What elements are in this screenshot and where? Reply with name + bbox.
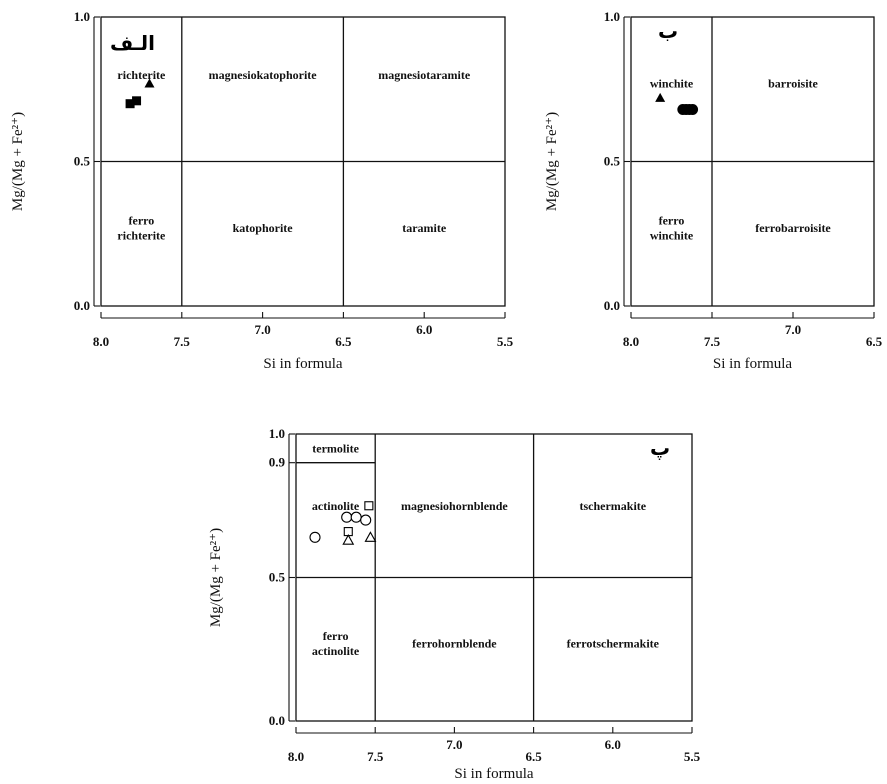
field-label-taramite: taramite xyxy=(402,221,447,235)
field-label-magnesiotaramite: magnesiotaramite xyxy=(378,68,471,82)
x-tick-label: 7.5 xyxy=(367,749,384,764)
x-tick-label: 6.5 xyxy=(335,334,352,349)
field-label-magnesiokatophorite: magnesiokatophorite xyxy=(209,68,318,82)
x-tick-label: 7.0 xyxy=(785,322,801,337)
x-axis-title: Si in formula xyxy=(454,766,534,782)
field-label-richterite: richterite xyxy=(117,68,166,82)
y-axis-title: Mg/(Mg + Fe²⁺) xyxy=(544,112,560,211)
field-label-termolite: termolite xyxy=(312,441,359,455)
data-point-open-circle xyxy=(309,531,321,543)
x-axis-title: Si in formula xyxy=(263,356,343,372)
y-axis-title: Mg/(Mg + Fe²⁺) xyxy=(10,112,26,211)
x-tick-label: 7.5 xyxy=(704,334,721,349)
data-point-filled-square xyxy=(125,99,135,109)
field-label-ferro-winchite: ferro xyxy=(659,213,685,227)
x-tick-label: 6.0 xyxy=(416,322,432,337)
data-point-filled-square xyxy=(132,96,142,106)
x-tick-label: 7.0 xyxy=(254,322,270,337)
data-point-open-circle xyxy=(350,511,362,523)
field-label-ferro-actinolite: actinolite xyxy=(312,644,360,658)
data-point-filled-triangle xyxy=(144,78,155,88)
panel-tag: الـف xyxy=(110,31,155,55)
y-axis-title: Mg/(Mg + Fe²⁺) xyxy=(208,528,224,627)
x-tick-label: 8.0 xyxy=(288,749,304,764)
chart-panel-pe: 0.0 0.5 0.9 1.0 8.0 7.5 7.0 6.5 6.0 5.5 Si in form… xyxy=(208,426,701,782)
chart-panel-be: 0.0 0.5 1.0 8.0 7.5 7.0 6.5 Si in formula Mg/(Mg… xyxy=(544,9,883,372)
x-tick-label: 7.5 xyxy=(174,334,191,349)
field-label-katophorite: katophorite xyxy=(233,221,294,235)
field-label-tschermakite: tschermakite xyxy=(579,499,646,513)
y-tick-label: 0.0 xyxy=(74,298,90,313)
data-point-open-circle xyxy=(360,514,372,526)
y-tick-label: 0.5 xyxy=(269,570,286,585)
data-point-open-triangle xyxy=(364,531,377,542)
field-label-ferro-richterite: richterite xyxy=(117,228,166,242)
y-tick-label: 1.0 xyxy=(604,9,620,24)
y-tick-label: 1.0 xyxy=(269,426,285,441)
x-tick-label: 8.0 xyxy=(623,334,639,349)
panel-tag: پ xyxy=(650,436,670,460)
y-tick-label: 1.0 xyxy=(74,9,90,24)
field-label-ferrohornblende: ferrohornblende xyxy=(412,637,497,651)
field-label-ferro-richterite: ferro xyxy=(129,213,155,227)
panel-tag: ب xyxy=(658,19,678,43)
x-tick-label: 7.0 xyxy=(446,737,462,752)
field-label-barroisite: barroisite xyxy=(768,76,818,90)
field-label-ferro-actinolite: ferro xyxy=(323,629,349,643)
data-point-filled-triangle xyxy=(655,92,666,102)
data-point-open-square xyxy=(364,501,374,511)
field-label-winchite: winchite xyxy=(650,76,694,90)
x-tick-label: 6.5 xyxy=(525,749,542,764)
x-tick-label: 6.5 xyxy=(866,334,883,349)
x-axis-title: Si in formula xyxy=(713,356,793,372)
y-tick-label: 0.9 xyxy=(269,455,286,470)
field-label-ferrotschermakite: ferrotschermakite xyxy=(567,637,660,651)
data-point-open-circle xyxy=(341,511,353,523)
x-tick-label: 5.5 xyxy=(497,334,514,349)
chart-panel-alef: 0.0 0.5 1.0 8.0 7.5 7.0 6.5 6.0 5.5 Si in formula… xyxy=(10,9,514,372)
y-tick-label: 0.0 xyxy=(269,713,285,728)
y-tick-label: 0.0 xyxy=(604,298,620,313)
field-label-ferrobarroisite: ferrobarroisite xyxy=(755,221,831,235)
x-tick-label: 6.0 xyxy=(605,737,621,752)
field-label-actinolite: actinolite xyxy=(312,499,360,513)
x-tick-label: 8.0 xyxy=(93,334,109,349)
y-tick-label: 0.5 xyxy=(74,154,91,169)
field-label-ferro-winchite: winchite xyxy=(650,228,694,242)
y-tick-label: 0.5 xyxy=(604,154,621,169)
data-point-filled-circle xyxy=(687,103,699,115)
data-point-open-triangle xyxy=(342,534,355,545)
field-label-magnesiohornblende: magnesiohornblende xyxy=(401,499,508,513)
x-tick-label: 5.5 xyxy=(684,749,701,764)
